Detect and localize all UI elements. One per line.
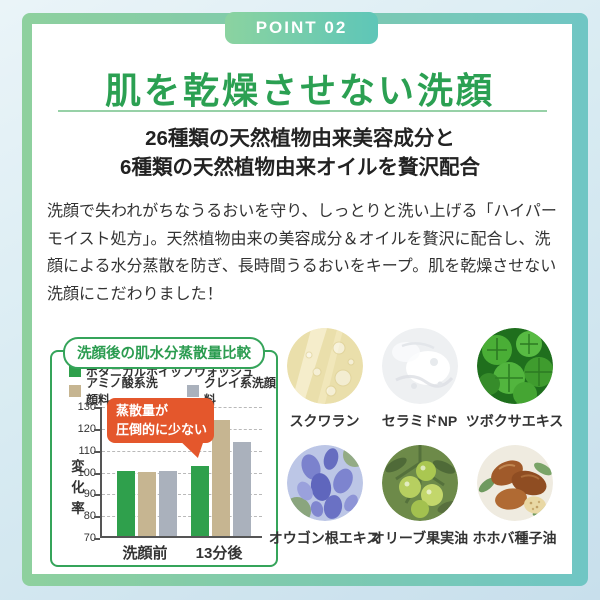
gridline [102,516,262,518]
x-category-label: 洗顔前 [122,545,168,562]
gridline [102,472,262,474]
jojoba-seeds-image [476,445,553,521]
legend-swatch-gray [186,385,199,397]
sub-title: 26種類の天然植物由来美容成分と 6種類の天然植物由来オイルを贅沢配合 [0,124,600,182]
y-axis-label: 変 化 率 [71,459,85,516]
tick-mark [94,538,100,540]
ingredient-jojoba: ホホバ種子油 [467,445,562,548]
tick-mark [94,472,100,475]
page-title: 肌を乾燥させない洗顔 [104,70,495,111]
legend-label-amino: アミノ酸系洗顔料 [86,376,158,407]
title-underline [58,110,547,112]
callout-bubble: 蒸散量が 圧倒的に少ない [107,398,214,458]
y-tick-label: 90 [83,488,96,501]
sub-title-line1: 26種類の天然植物由来美容成分と [145,127,455,150]
tick-mark [94,450,100,453]
ingredient-olive: オリーブ果実油 [370,445,469,548]
y-tick-label: 120 [77,422,96,435]
bar-13分後-0 [191,466,209,536]
bar-13分後-1 [212,420,230,536]
body-paragraph: 洗顔で失われがちなうるおいを守り、しっとりと洗い上げる「ハイパーモイスト処方」。… [47,203,557,303]
point-badge: POINT 02 [225,12,378,44]
ingredient-label: オリーブ果実油 [370,530,469,546]
chart-plot [94,407,262,540]
y-tick-label: 70 [83,532,96,544]
ingredient-squalane: スクワラン [277,328,372,431]
ingredient-centella: ツボクサエキス [465,328,564,431]
tick-mark [94,428,100,431]
bar-洗顔前-2 [159,470,177,536]
ingredient-ceramide: セラミドNP [372,328,467,431]
point-badge-label: POINT 02 [255,18,348,37]
bar-洗顔前-1 [138,471,156,536]
squalane-oil-image [286,328,363,404]
centella-leaves-image [476,328,553,404]
ingredient-scutellaria: オウゴン根エキス [269,445,380,548]
callout-line1: 蒸散量が [116,403,169,418]
bar-洗顔前-0 [117,470,135,536]
legend-label-clay: クレイ系洗顔料 [203,376,276,407]
gridline [102,450,262,452]
ingredient-label: オウゴン根エキス [268,530,381,546]
scutellaria-flowers-image [286,445,363,521]
ingredient-label: ホホバ種子油 [472,530,557,546]
tick-mark [94,516,100,519]
ingredient-label: セラミドNP [381,413,458,429]
y-tick-label: 130 [77,401,96,413]
y-tick-label: 110 [78,444,96,457]
legend-row-2: アミノ酸系洗顔料 クレイ系洗顔料 [69,376,276,407]
olive-fruit-image [381,445,458,521]
bar-13分後-2 [233,442,251,536]
ceramide-gel-image [381,328,458,404]
tick-mark [94,407,100,409]
y-tick-label: 100 [77,466,96,479]
ingredient-label: スクワラン [289,413,360,429]
gridline [102,494,262,496]
legend-swatch-tan [69,385,81,397]
ingredient-label: ツボクサエキス [465,413,564,429]
sub-title-line2: 6種類の天然植物由来オイルを贅沢配合 [120,156,480,180]
tick-mark [94,494,100,497]
ingredient-grid: スクワラン セラミドNP [269,328,564,548]
chart-title: 洗顔後の肌水分蒸散量比較 [63,337,265,369]
x-category-label: 13分後 [195,545,243,562]
moisture-chart: 洗顔後の肌水分蒸散量比較 ボタニカルホイップウォッシュ アミノ酸系洗顔料 クレイ… [50,337,278,567]
callout-line2: 圧倒的に少ない [116,421,208,437]
y-tick-label: 80 [83,510,96,523]
